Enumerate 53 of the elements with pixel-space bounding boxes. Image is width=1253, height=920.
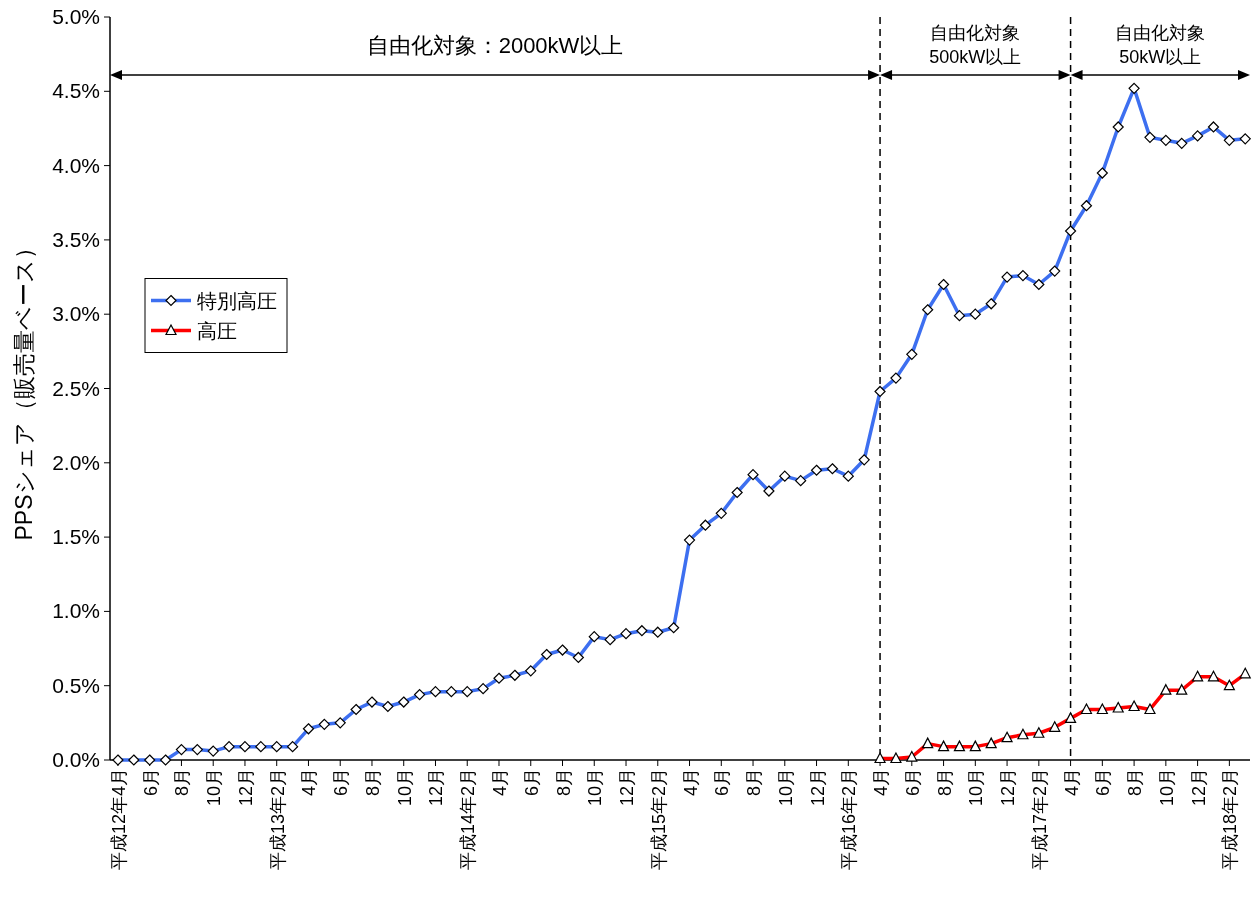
- x-tick-label: 4月: [490, 768, 510, 797]
- y-tick-label: 4.5%: [52, 79, 100, 103]
- x-tick-label: 8月: [1125, 768, 1146, 797]
- x-tick-label: 12月: [426, 768, 447, 807]
- x-tick-label: 6月: [521, 768, 542, 797]
- x-tick-label: 8月: [553, 768, 574, 797]
- x-tick-label: 6月: [902, 768, 923, 797]
- y-tick-label: 0.0%: [52, 748, 100, 771]
- x-tick-label: 8月: [362, 768, 383, 797]
- y-tick-label: 2.5%: [52, 376, 100, 400]
- x-tick-label: 8月: [744, 768, 765, 797]
- x-tick-label: 10月: [585, 768, 606, 807]
- x-tick-label: 10月: [1156, 768, 1177, 807]
- annotation: 自由化対象 50kW以上: [1115, 23, 1206, 67]
- y-tick-label: 0.5%: [52, 673, 100, 697]
- x-tick-label: 平成18年2月: [1220, 768, 1241, 871]
- y-tick-label: 3.5%: [52, 227, 100, 251]
- x-tick-label: 6月: [712, 768, 733, 797]
- x-tick-label: 平成14年2月: [458, 768, 479, 871]
- x-tick-label: 6月: [1093, 768, 1114, 797]
- y-tick-label: 4.0%: [52, 153, 100, 177]
- legend-label: 特別高圧: [197, 289, 277, 312]
- x-tick-label: 12月: [617, 768, 638, 807]
- x-tick-label: 6月: [331, 768, 352, 797]
- x-tick-label: 6月: [140, 768, 161, 797]
- x-tick-label: 平成13年2月: [267, 768, 288, 871]
- annotation: 自由化対象 500kW以上: [929, 23, 1022, 67]
- y-tick-label: 3.0%: [52, 302, 100, 326]
- x-tick-label: 4月: [680, 768, 701, 797]
- legend-label: 高圧: [197, 319, 237, 342]
- x-tick-label: 平成12年4月: [108, 768, 129, 871]
- x-tick-label: 4月: [1061, 768, 1082, 797]
- x-tick-label: 4月: [299, 768, 320, 797]
- x-tick-label: 平成16年2月: [839, 768, 860, 871]
- x-tick-label: 12月: [235, 768, 256, 807]
- y-tick-label: 1.5%: [52, 525, 100, 549]
- x-tick-label: 12月: [998, 768, 1019, 807]
- x-tick-label: 8月: [934, 768, 955, 797]
- x-tick-label: 8月: [172, 768, 193, 797]
- x-tick-label: 4月: [871, 768, 892, 797]
- y-tick-label: 5.0%: [52, 5, 100, 28]
- x-tick-label: 平成17年2月: [1029, 768, 1050, 871]
- x-tick-label: 平成15年2月: [648, 768, 669, 871]
- x-tick-label: 10月: [394, 768, 415, 807]
- x-tick-label: 10月: [204, 768, 225, 807]
- y-axis-title: PPSシェア（販売量ベース）: [11, 236, 37, 541]
- x-tick-label: 12月: [1188, 768, 1209, 807]
- x-tick-label: 12月: [807, 768, 828, 807]
- x-tick-label: 10月: [966, 768, 987, 807]
- annotation: 自由化対象：2000kW以上: [366, 33, 624, 58]
- x-tick-label: 10月: [775, 768, 796, 807]
- y-tick-label: 2.0%: [52, 450, 100, 474]
- y-tick-label: 1.0%: [52, 599, 100, 623]
